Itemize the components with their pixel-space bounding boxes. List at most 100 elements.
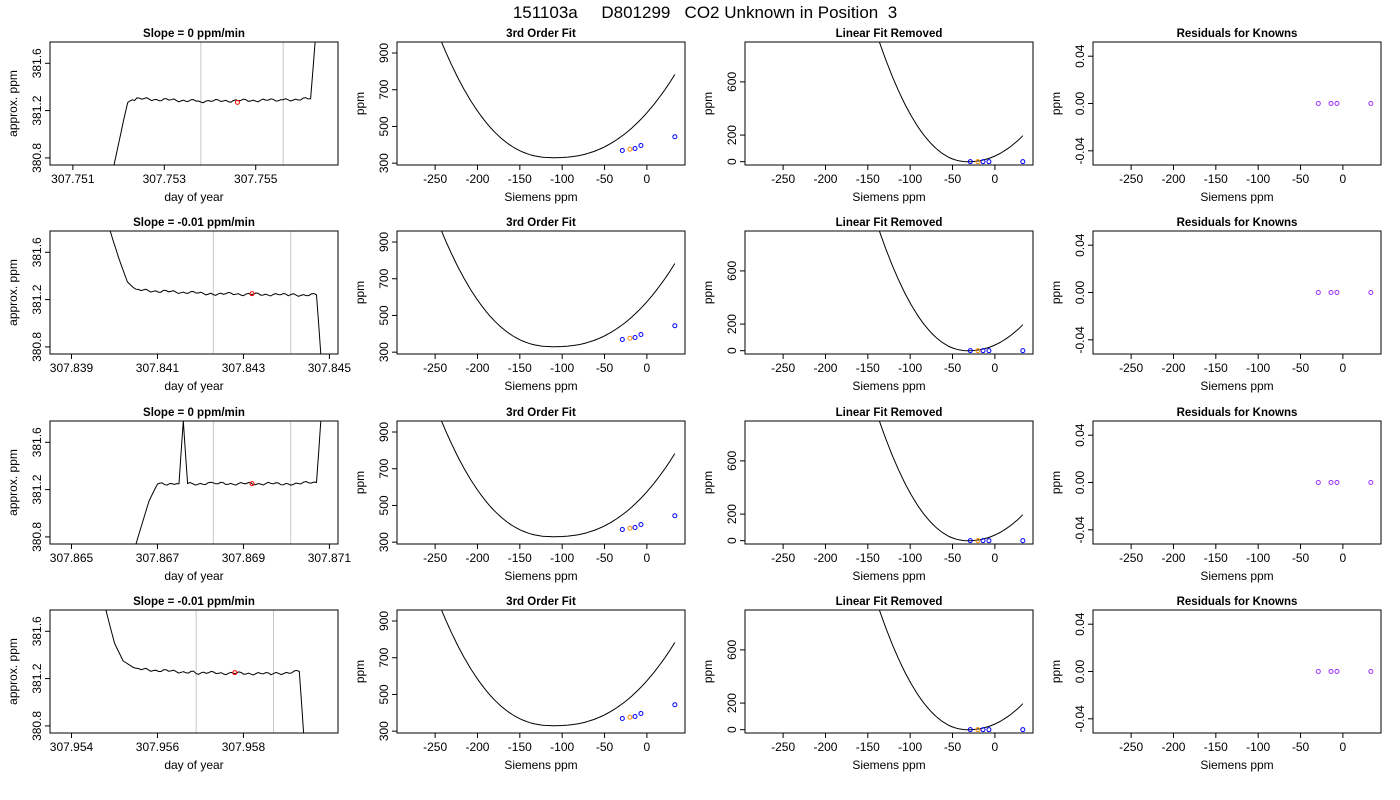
x-axis: -250 -200 -150 -100 -50 0 — [1119, 544, 1347, 565]
figure-title: 151103a D801299 CO2 Unknown in Position … — [513, 3, 897, 22]
x-axis-label: Siemens ppm — [852, 190, 925, 204]
x-tick-label: -150 — [856, 740, 880, 754]
x-axis: -250 -200 -150 -100 -50 0 — [423, 354, 651, 375]
residual-point-1 — [1315, 290, 1321, 295]
panel-title: Residuals for Knowns — [1177, 596, 1298, 608]
x-axis-label: Siemens ppm — [852, 758, 925, 772]
x-tick-label: -200 — [813, 740, 837, 754]
y-tick-label: 900 — [377, 232, 391, 252]
y-tick-label: 200 — [725, 504, 739, 524]
unknown-point-1 — [627, 335, 633, 341]
residual-point-4 — [1368, 101, 1374, 106]
unknown-point-1 — [975, 538, 981, 544]
plot-frame — [396, 41, 686, 166]
x-axis-label: Siemens ppm — [1200, 758, 1273, 772]
x-tick-label: -100 — [898, 172, 922, 186]
unknown-point-1 — [975, 348, 981, 354]
panel-title: Slope = 0 ppm/min — [143, 28, 245, 40]
y-tick-label: 700 — [377, 79, 391, 99]
x-tick-label: 307.755 — [234, 172, 278, 186]
x-tick-label: -50 — [596, 172, 614, 186]
known-point-4 — [672, 134, 678, 140]
y-axis-label: ppm — [353, 281, 367, 304]
x-tick-label: 307.871 — [308, 551, 352, 565]
y-tick-label: 600 — [725, 261, 739, 281]
x-tick-label: -150 — [1204, 172, 1228, 186]
x-axis: 307.865 307.867 307.869 307.871 — [50, 544, 352, 565]
y-axis: 300 500 700 900 — [377, 43, 397, 173]
known-point-1 — [967, 538, 973, 544]
x-tick-label: -50 — [944, 172, 962, 186]
x-tick-label: -150 — [1204, 361, 1228, 375]
known-point-2 — [632, 334, 638, 340]
panel-title: Linear Fit Removed — [836, 217, 943, 229]
panel-title: Residuals for Knowns — [1177, 28, 1298, 40]
y-axis-label: approx. ppm — [6, 638, 20, 705]
panel-r4-c2: -250 -200 -150 -100 -50 0 300 500 700 900 3rd Orde… — [353, 596, 686, 772]
x-axis-label: Siemens ppm — [852, 569, 925, 583]
residual-point-2 — [1328, 669, 1334, 674]
x-tick-label: -200 — [465, 172, 489, 186]
y-axis-label: ppm — [1049, 92, 1063, 115]
known-point-3 — [638, 711, 644, 717]
plot-frame — [1092, 609, 1382, 734]
x-tick-label: -100 — [550, 172, 574, 186]
plot-area — [113, 42, 316, 165]
plot-area — [105, 610, 305, 733]
x-tick-label: -200 — [465, 740, 489, 754]
y-tick-label: 600 — [725, 640, 739, 660]
unknown-point-1 — [975, 727, 981, 733]
panel-r4-c4: -250 -200 -150 -100 -50 0 -0.04 0.00 0.04 Residua… — [1049, 596, 1382, 772]
plot-frame — [744, 230, 1034, 355]
known-point-3 — [638, 143, 644, 149]
unknown-point-1 — [627, 525, 633, 531]
x-tick-label: -100 — [550, 361, 574, 375]
trace-line — [105, 610, 305, 733]
x-tick-label: 307.867 — [136, 551, 180, 565]
x-tick-label: 307.958 — [222, 740, 266, 754]
known-point-4 — [1020, 727, 1026, 733]
y-tick-label: 500 — [377, 495, 391, 515]
x-axis-label: Siemens ppm — [852, 379, 925, 393]
known-point-3 — [986, 159, 992, 165]
y-axis: -0.04 0.00 0.04 — [1073, 612, 1093, 732]
y-tick-label: 0.04 — [1073, 612, 1087, 636]
residual-point-3 — [1334, 290, 1340, 295]
plot-area — [440, 42, 678, 159]
panel-r2-c1: 307.839 307.841 307.843 307.845380.8381.238… — [6, 217, 351, 393]
known-point-1 — [619, 147, 625, 153]
mean-point — [249, 481, 255, 487]
x-tick-label: -50 — [944, 740, 962, 754]
known-point-2 — [632, 145, 638, 151]
x-tick-label: -150 — [856, 172, 880, 186]
x-tick-label: 307.845 — [308, 361, 352, 375]
mean-point — [234, 99, 240, 105]
plot-area — [878, 421, 1026, 544]
plot-frame — [1092, 230, 1382, 355]
x-tick-label: -250 — [1119, 172, 1143, 186]
fit-curve — [440, 231, 676, 348]
x-tick-label: -150 — [508, 551, 532, 565]
x-tick-label: -250 — [771, 740, 795, 754]
x-tick-label: 0 — [644, 361, 651, 375]
plot-area — [878, 231, 1026, 354]
y-tick-label: 700 — [377, 268, 391, 288]
y-axis: 0 200 600 — [725, 72, 745, 165]
known-point-3 — [638, 522, 644, 528]
y-axis: 300 500 700 900 — [377, 422, 397, 552]
plot-area — [878, 610, 1026, 733]
x-axis-label: Siemens ppm — [1200, 379, 1273, 393]
y-tick-label: 900 — [377, 422, 391, 442]
panel-r3-c1: 307.865 307.867 307.869 307.871380.8381.238… — [6, 407, 351, 583]
x-axis-label: Siemens ppm — [504, 190, 577, 204]
y-tick-label: 381.6 — [30, 237, 44, 267]
plot-frame — [744, 609, 1034, 734]
fit-curve — [878, 42, 1024, 163]
x-axis: -250 -200 -150 -100 -50 0 — [423, 165, 651, 186]
y-axis: 0 200 600 — [725, 640, 745, 733]
x-axis: -250 -200 -150 -100 -50 0 — [1119, 165, 1347, 186]
residual-point-3 — [1334, 669, 1340, 674]
panels: 307.751 307.753 307.755 380.8 381.2 381.6 Slop… — [6, 28, 1382, 772]
known-point-2 — [632, 713, 638, 719]
y-tick-label: 500 — [377, 684, 391, 704]
